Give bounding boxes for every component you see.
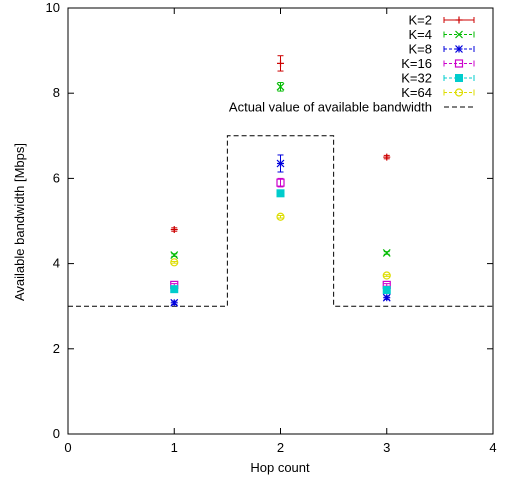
x-axis-title: Hop count [250, 460, 310, 475]
marker-part [276, 189, 285, 198]
data-point [277, 59, 284, 67]
data-point [382, 286, 391, 295]
marker-part [170, 251, 179, 260]
legend-marker [455, 74, 463, 82]
data-point [170, 258, 179, 267]
x-tick-label: 4 [489, 440, 496, 455]
data-point [382, 249, 391, 257]
legend-label: K=64 [401, 85, 432, 100]
legend-marker [455, 30, 463, 39]
x-tick-label: 1 [171, 440, 178, 455]
data-point [170, 298, 179, 307]
series-k-32 [171, 190, 390, 292]
data-point [276, 189, 285, 198]
error-bar [383, 283, 390, 287]
legend-label: K=8 [409, 42, 433, 57]
data-point [276, 178, 285, 187]
marker-part [170, 298, 179, 307]
marker-part [382, 286, 391, 295]
legend-label: K=2 [409, 13, 433, 28]
data-point [383, 153, 391, 161]
legend-marker [455, 45, 463, 53]
data-point [170, 285, 179, 294]
data-point [382, 271, 391, 280]
marker-part [276, 178, 285, 187]
y-tick-label: 6 [53, 170, 60, 185]
legend-marker [454, 59, 464, 68]
data-point [276, 212, 285, 221]
data-point [382, 293, 391, 302]
marker-part [454, 59, 464, 68]
marker-part [170, 285, 179, 294]
marker-part [455, 74, 463, 82]
error-bar [383, 274, 390, 277]
error-bar [277, 214, 284, 219]
y-tick-label: 8 [53, 85, 60, 100]
marker-part [170, 258, 179, 267]
series-k-64 [171, 214, 390, 277]
x-tick-label: 2 [277, 440, 284, 455]
error-bar [277, 177, 284, 188]
plot-area: 0 1 2 3 4 0 2 4 6 8 10 K=2K=4K=8K=16K=32K=64Actual … [46, 0, 497, 455]
marker-part [382, 249, 391, 257]
legend-label: K=32 [401, 71, 432, 86]
legend-marker [454, 88, 464, 97]
legend-label: K=4 [409, 27, 433, 42]
data-point [170, 251, 179, 260]
data-point [170, 226, 178, 234]
data-point [276, 82, 285, 91]
x-tick-label: 0 [64, 440, 71, 455]
legend-label-actual: Actual value of available bandwidth [229, 100, 432, 115]
series-k-8 [171, 154, 390, 305]
marker-part [276, 212, 285, 221]
legend-marker [455, 16, 463, 24]
actual-bandwidth-line [68, 135, 493, 307]
legend-label: K=16 [401, 56, 432, 71]
marker-part [276, 82, 285, 91]
marker-part [382, 271, 391, 280]
y-axis-title: Available bandwidth [Mbps] [12, 143, 27, 301]
marker-part [455, 45, 463, 53]
y-tick-label: 2 [53, 341, 60, 356]
marker-part [455, 30, 463, 39]
data-point [276, 159, 285, 168]
x-tick-label: 3 [383, 440, 390, 455]
marker-part [382, 293, 391, 302]
series-k-2 [171, 55, 390, 232]
error-bar [171, 260, 178, 264]
y-tick-label: 4 [53, 256, 60, 271]
marker-part [454, 88, 464, 97]
y-tick-label: 10 [46, 0, 60, 15]
y-tick-label: 0 [53, 426, 60, 441]
marker-part [276, 159, 285, 168]
